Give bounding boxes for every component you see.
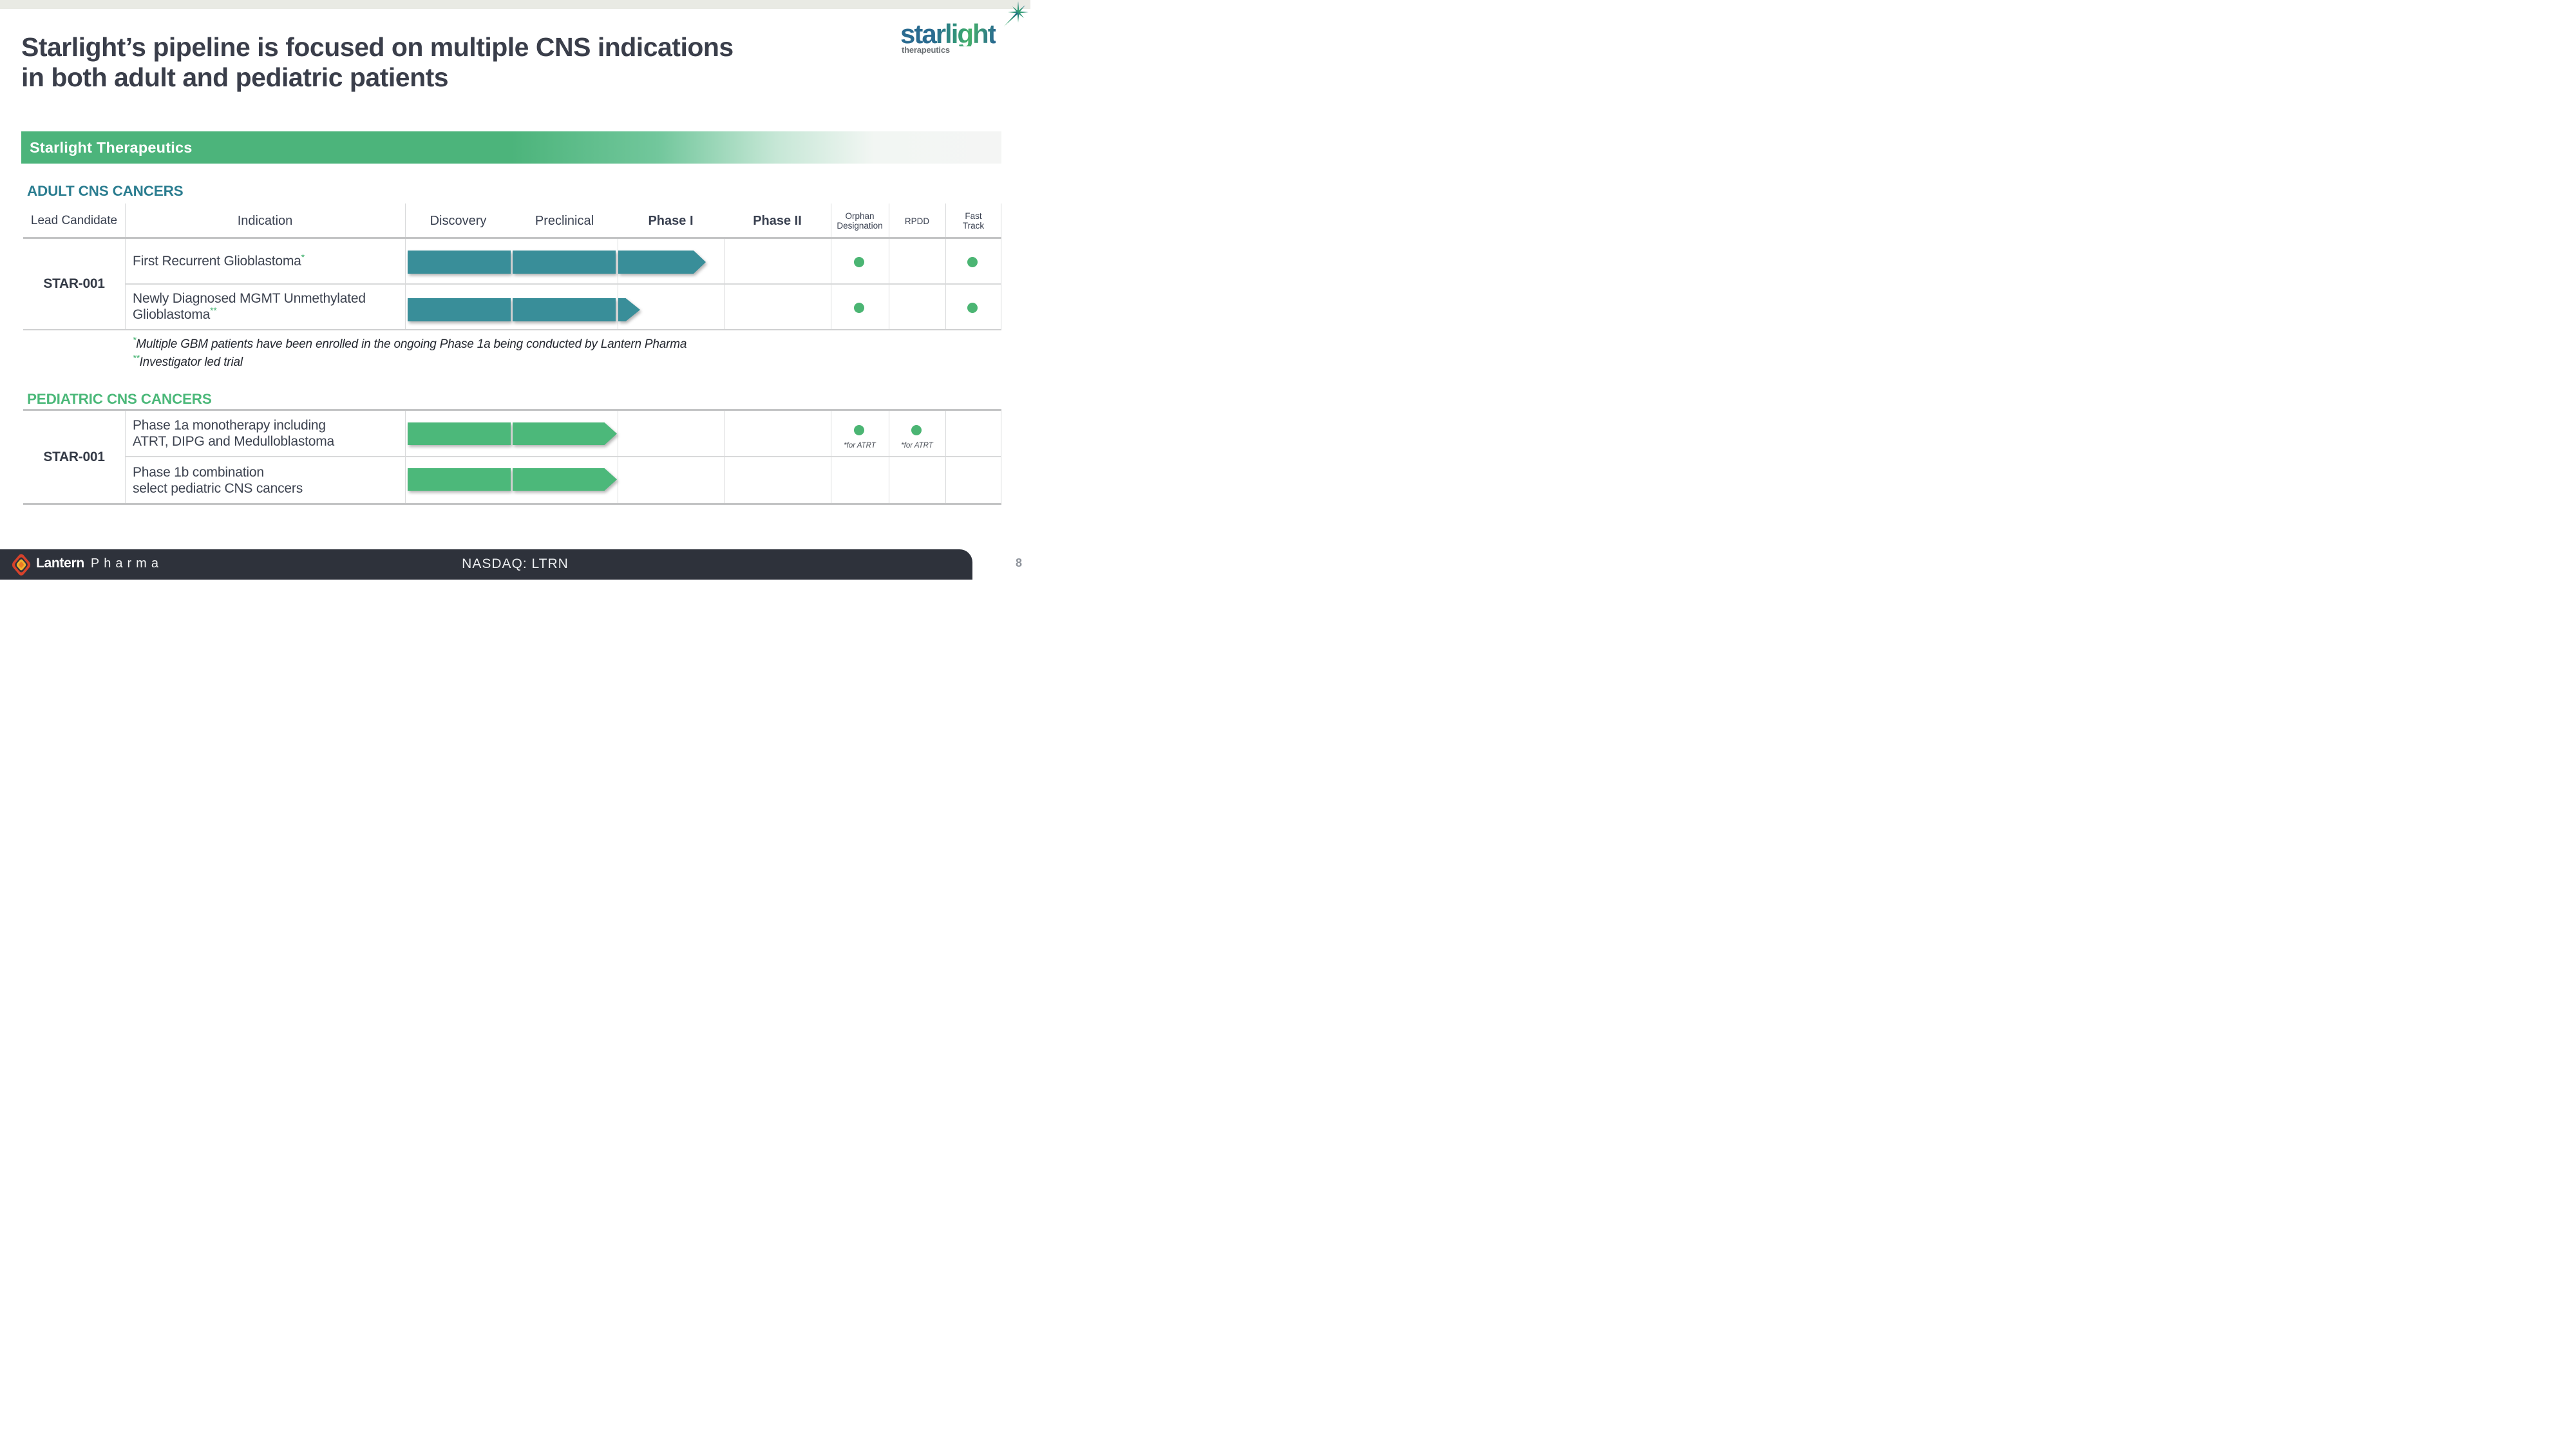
bar-segment-discovery bbox=[408, 422, 511, 445]
bar-segment-discovery bbox=[408, 251, 511, 274]
adult-row2-indication: Newly Diagnosed MGMT Unmethylated Gliobl… bbox=[133, 285, 403, 328]
orphan-dot-note: *for ATRT bbox=[844, 442, 876, 450]
fast-track-dot bbox=[967, 303, 978, 313]
fast-track-dot bbox=[967, 257, 978, 267]
pediatric-row1-pipeline-bar bbox=[408, 422, 620, 445]
adult-row1-indication: First Recurrent Glioblastoma* bbox=[133, 239, 403, 283]
footnote-marker: ** bbox=[133, 352, 140, 363]
orphan-designation-dot bbox=[854, 257, 864, 267]
adult-row2-indication-line2: Glioblastoma** bbox=[133, 305, 217, 322]
grid-line bbox=[125, 411, 126, 504]
col-header-preclinical: Preclinical bbox=[535, 213, 594, 228]
orphan-designation-dot bbox=[854, 425, 864, 435]
row-separator bbox=[125, 283, 1001, 285]
adult-row2-pipeline-bar bbox=[408, 298, 710, 321]
footer-ticker: NASDAQ: LTRN bbox=[462, 556, 569, 571]
pediatric-row1-line1: Phase 1a monotherapy including bbox=[133, 418, 326, 433]
adult-section-heading: ADULT CNS CANCERS bbox=[27, 183, 184, 199]
adult-table-bottom-border bbox=[23, 329, 1001, 330]
bar-arrow-phase1 bbox=[618, 251, 706, 274]
footer-bar bbox=[0, 549, 972, 580]
adult-row1-indication-text: First Recurrent Glioblastoma* bbox=[133, 252, 305, 269]
pediatric-row1-line2: ATRT, DIPG and Medulloblastoma bbox=[133, 434, 335, 449]
starlight-logo-subtitle: therapeutics bbox=[902, 45, 950, 55]
adult-row1-pipeline-bar bbox=[408, 251, 710, 274]
footnote-marker: * bbox=[301, 252, 305, 262]
pediatric-row2-line2: select pediatric CNS cancers bbox=[133, 480, 303, 496]
col-header-fast-track: Fast Track bbox=[945, 205, 1001, 237]
orphan-header-line1: Orphan bbox=[845, 211, 875, 221]
footer-brand-secondary: Pharma bbox=[90, 556, 163, 571]
col-header-discovery: Discovery bbox=[430, 213, 487, 228]
pediatric-table-bottom-border bbox=[23, 503, 1001, 505]
pediatric-lead-candidate: STAR-001 bbox=[43, 449, 105, 464]
top-accent-band bbox=[0, 0, 1030, 9]
lantern-pharma-logo-icon bbox=[12, 554, 31, 576]
sparkle-star-icon bbox=[1004, 1, 1028, 26]
pediatric-row2-indication: Phase 1b combination select pediatric CN… bbox=[133, 457, 403, 503]
col-header-phase1: Phase I bbox=[648, 213, 694, 228]
pediatric-row2-pipeline-bar bbox=[408, 468, 620, 491]
pediatric-table-top-border bbox=[23, 409, 1001, 411]
bar-segment-discovery bbox=[408, 468, 511, 491]
orphan-designation-dot bbox=[854, 303, 864, 313]
pediatric-row1-indication: Phase 1a monotherapy including ATRT, DIP… bbox=[133, 411, 403, 456]
starlight-logo: starlight therapeutics bbox=[900, 19, 997, 55]
col-header-orphan-designation: Orphan Designation bbox=[831, 205, 889, 237]
pediatric-section-heading: PEDIATRIC CNS CANCERS bbox=[27, 391, 212, 407]
orphan-header-line2: Designation bbox=[837, 221, 883, 231]
bar-segment-preclinical bbox=[513, 298, 616, 321]
starlight-logo-wordmark: starlight bbox=[900, 19, 997, 49]
footer-brand-primary: Lantern bbox=[36, 556, 84, 571]
col-header-lead-candidate: Lead Candidate bbox=[30, 214, 118, 227]
bar-arrow-preclinical bbox=[513, 468, 617, 491]
footer-brand: Lantern Pharma bbox=[36, 556, 163, 571]
col-header-rpdd: RPDD bbox=[904, 216, 930, 226]
footnote-1: *Multiple GBM patients have been enrolle… bbox=[133, 334, 687, 351]
footnote-marker: ** bbox=[210, 305, 217, 316]
row-separator bbox=[125, 456, 1001, 457]
section-banner: Starlight Therapeutics bbox=[21, 131, 1001, 164]
rpdd-dot bbox=[911, 425, 922, 435]
grid-line bbox=[405, 204, 406, 237]
fast-track-header-line1: Fast bbox=[965, 211, 982, 221]
adult-lead-candidate: STAR-001 bbox=[43, 276, 105, 291]
col-header-phase2: Phase II bbox=[753, 213, 802, 228]
grid-line bbox=[125, 204, 126, 237]
page-number: 8 bbox=[1015, 556, 1022, 569]
section-banner-label: Starlight Therapeutics bbox=[30, 139, 193, 156]
bar-segment-preclinical bbox=[513, 251, 616, 274]
grid-line bbox=[405, 411, 406, 504]
bar-arrow-preclinical bbox=[513, 422, 617, 445]
slide-title-line1: Starlight’s pipeline is focused on multi… bbox=[21, 32, 734, 62]
pipeline-slide: Starlight’s pipeline is focused on multi… bbox=[0, 0, 1030, 580]
pediatric-row2-line1: Phase 1b combination bbox=[133, 464, 264, 480]
rpdd-dot-note: *for ATRT bbox=[901, 442, 933, 450]
bar-segment-discovery bbox=[408, 298, 511, 321]
col-header-indication: Indication bbox=[237, 213, 293, 228]
bar-arrow-phase1-start bbox=[618, 298, 640, 321]
footnote-marker: * bbox=[133, 334, 137, 345]
grid-line bbox=[945, 204, 946, 237]
adult-row2-indication-line1: Newly Diagnosed MGMT Unmethylated bbox=[133, 291, 366, 306]
grid-line bbox=[945, 411, 946, 504]
header-underline bbox=[23, 237, 1001, 239]
fast-track-header-line2: Track bbox=[962, 221, 985, 231]
slide-title: Starlight’s pipeline is focused on multi… bbox=[21, 32, 833, 93]
slide-title-line2: in both adult and pediatric patients bbox=[21, 62, 449, 92]
footnote-2: **Investigator led trial bbox=[133, 352, 243, 369]
